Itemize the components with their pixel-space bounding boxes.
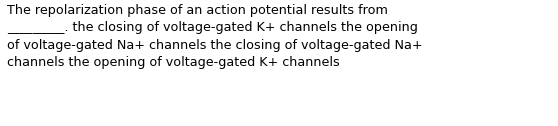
Text: The repolarization phase of an action potential results from
_________. the clos: The repolarization phase of an action po… xyxy=(7,4,422,69)
